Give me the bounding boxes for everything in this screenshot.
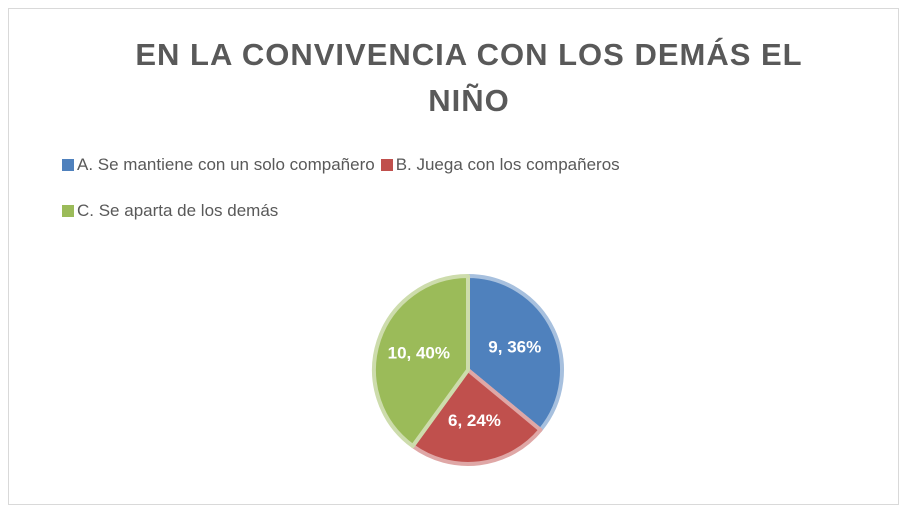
legend-entry: B. Juega con los compañeros: [380, 152, 620, 178]
data-label: 6, 24%: [448, 411, 501, 430]
pie-slice: [466, 274, 564, 432]
data-label: 10, 40%: [388, 344, 450, 363]
legend-entry: A. Se mantiene con un solo compañero: [62, 152, 375, 178]
legend: A. Se mantiene con un solo compañero B. J…: [62, 152, 792, 224]
legend-swatch: [62, 205, 74, 217]
legend-swatch: [62, 159, 74, 171]
chart-border: [8, 8, 899, 505]
pie-slice: [372, 274, 470, 449]
data-label: 9, 36%: [488, 337, 541, 356]
chart-title: EN LA CONVIVENCIA CON LOS DEMÁS EL NIÑO: [135, 37, 803, 118]
legend-swatch: [380, 159, 393, 171]
legend-label: A. Se mantiene con un solo compañero: [77, 155, 375, 174]
legend-label: B. Juega con los compañeros: [395, 155, 620, 174]
legend-label: C. Se aparta de los demás: [77, 201, 279, 220]
pie-slice: [410, 368, 543, 466]
legend-entry: C. Se aparta de los demás: [62, 198, 278, 224]
